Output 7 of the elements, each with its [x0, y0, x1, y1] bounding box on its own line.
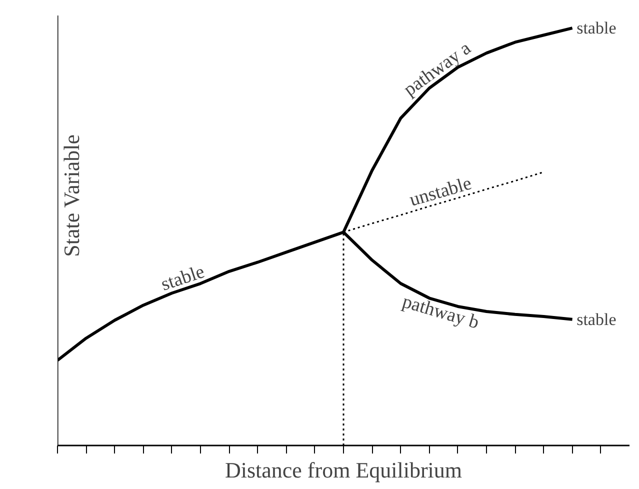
y-axis-title: State Variable — [59, 134, 84, 257]
text: stable — [158, 261, 208, 296]
x-axis-title: Distance from Equilibrium — [224, 458, 462, 482]
annotation: stable — [576, 18, 616, 38]
annotation: stable — [576, 310, 616, 329]
text: unstable — [407, 173, 474, 211]
text: pathway b — [400, 291, 482, 334]
